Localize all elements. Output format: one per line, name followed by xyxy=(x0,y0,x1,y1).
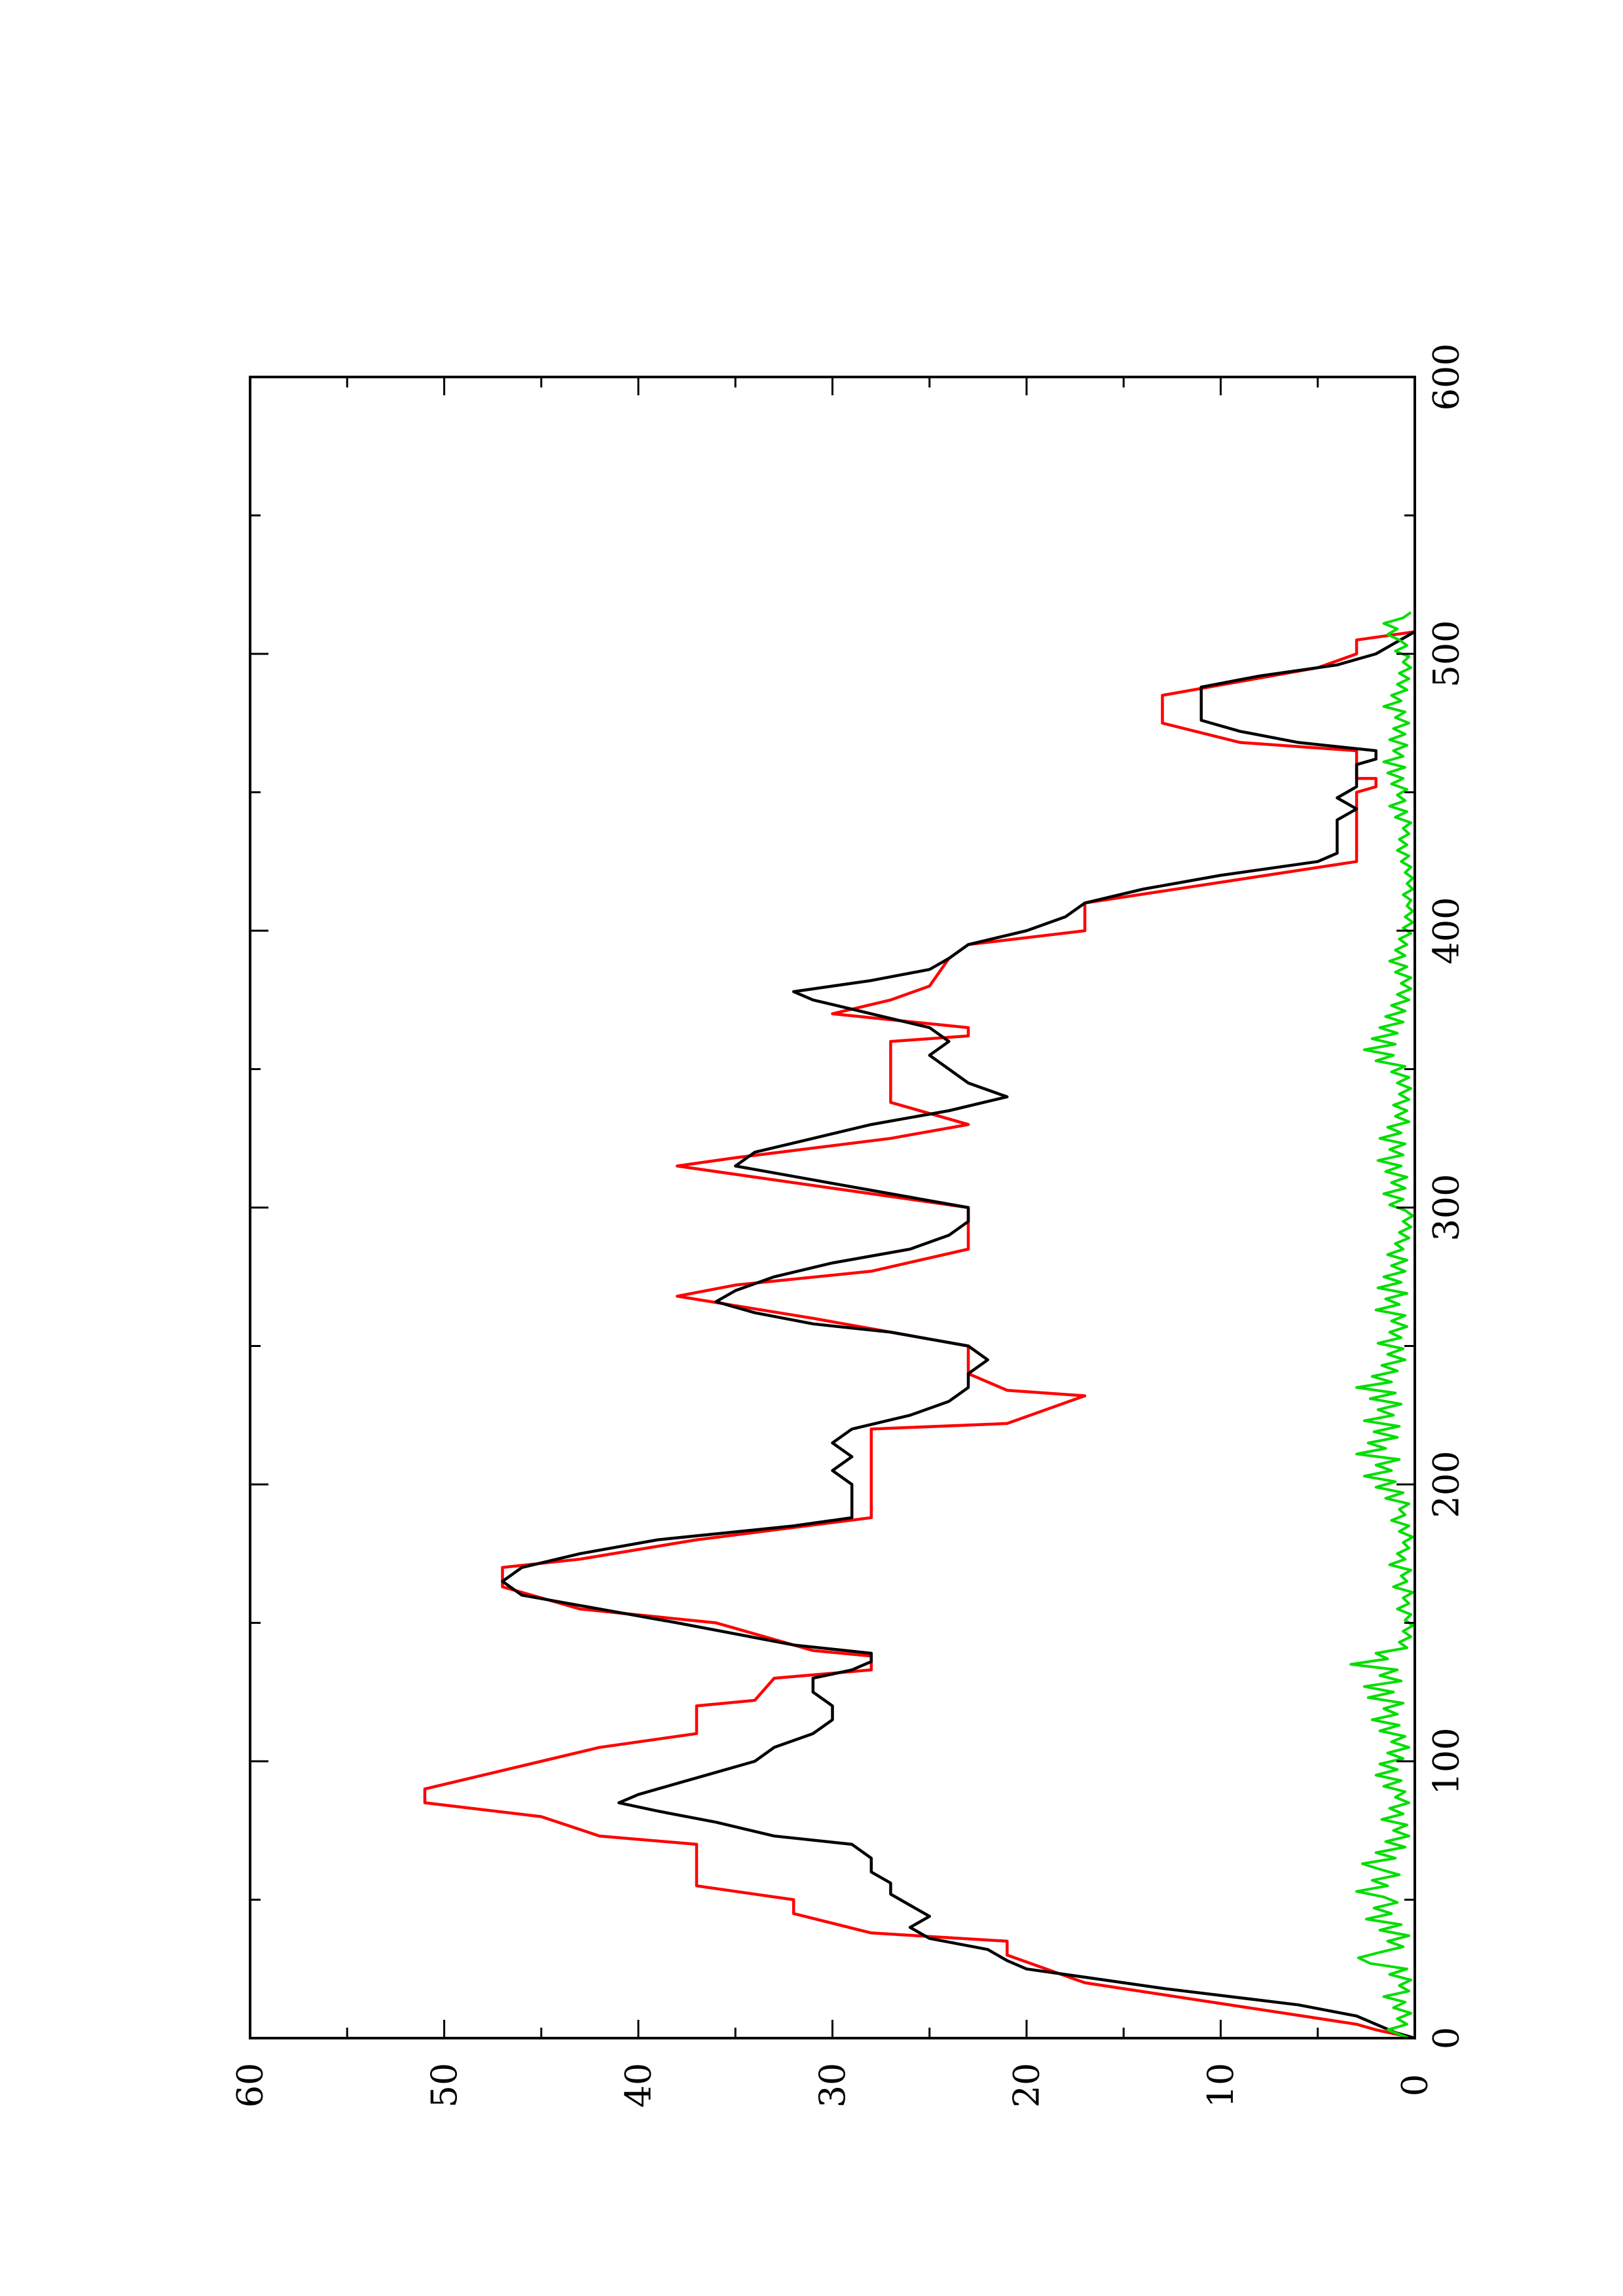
axis-ticks xyxy=(249,376,1416,2039)
y-tick-label: 20 xyxy=(1006,2063,1048,2108)
y-tick-label: 40 xyxy=(618,2063,659,2108)
y-tick-label: 60 xyxy=(230,2063,271,2108)
plot-area xyxy=(423,611,1416,2040)
y-tick-label: 0 xyxy=(1395,2074,1436,2096)
series-line-3 xyxy=(1349,611,1414,2039)
x-tick-label: 400 xyxy=(1426,897,1467,964)
x-tick-label: 600 xyxy=(1426,343,1467,410)
x-tick-label: 300 xyxy=(1426,1174,1467,1241)
series-line-1 xyxy=(423,630,1415,2040)
y-tick-label: 30 xyxy=(812,2063,853,2108)
x-tick-label: 100 xyxy=(1426,1727,1467,1795)
y-tick-label: 50 xyxy=(424,2063,465,2108)
y-tick-label: 10 xyxy=(1200,2063,1241,2108)
series-line-2 xyxy=(501,630,1416,2040)
x-tick-label: 0 xyxy=(1426,2027,1467,2049)
x-tick-label: 200 xyxy=(1426,1450,1467,1518)
x-tick-label: 500 xyxy=(1426,620,1467,687)
axis-tick-labels: 0 100 200 300 400 500 600 0 10 20 30 40 50 60 xyxy=(230,343,1467,2108)
